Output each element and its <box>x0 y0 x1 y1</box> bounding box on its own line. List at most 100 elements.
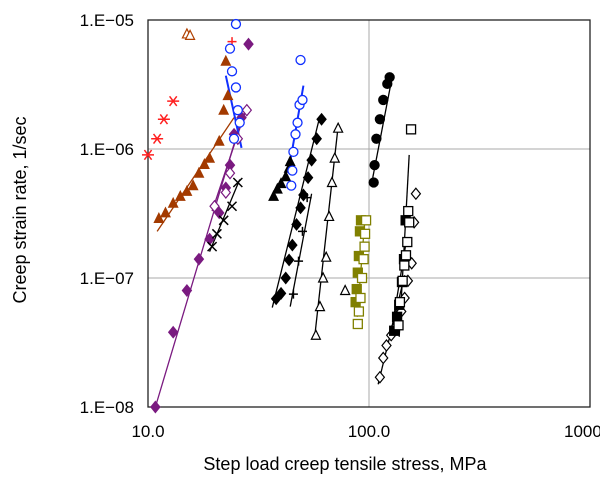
gridlines <box>148 20 590 407</box>
triangle-point <box>222 89 234 101</box>
diamond-point <box>295 201 306 215</box>
diamond-point <box>287 238 298 252</box>
x-tick-labels: 10.0 100.0 1000.0 <box>131 422 600 441</box>
diamond-point <box>167 325 179 339</box>
triangle-point <box>193 166 205 178</box>
circle-open-point <box>230 82 242 93</box>
square-open-point <box>402 236 413 248</box>
plot-frame <box>147 19 591 408</box>
triangle-open-point <box>326 176 338 188</box>
plus-point <box>297 226 307 236</box>
circle-open-point <box>228 133 240 144</box>
triangle-point <box>153 212 165 223</box>
diamond-open-point <box>220 186 232 199</box>
square-open-point <box>399 260 410 271</box>
square-open-point <box>352 318 363 330</box>
square-open-point <box>356 272 368 284</box>
square-open-point <box>403 205 414 217</box>
square-open-point <box>358 253 369 265</box>
triangle-point <box>181 184 193 196</box>
plus-point <box>288 289 298 299</box>
triangle-open-point <box>332 121 344 133</box>
diamond-point <box>280 271 292 285</box>
diamond-open-point <box>374 370 386 384</box>
diamond-point <box>306 153 317 167</box>
triangle-point <box>187 179 199 191</box>
circle-point <box>378 94 389 106</box>
triangle-open-point <box>184 29 196 40</box>
diamond-point <box>150 400 161 414</box>
y-tick-label: 1.E−06 <box>80 140 134 159</box>
diamond-open-point <box>410 187 422 201</box>
circle-open-point <box>297 94 308 106</box>
square-open-point <box>359 241 370 252</box>
square-open-point <box>400 250 412 261</box>
triangle-open-point <box>317 271 329 283</box>
circle-open-point <box>286 180 297 191</box>
diamond-point <box>243 37 254 51</box>
circle-point <box>368 177 379 188</box>
triangle-open-point <box>339 284 351 296</box>
square-point <box>351 283 362 295</box>
circle-open-point <box>224 43 236 54</box>
square-point <box>391 311 403 322</box>
square-open-point <box>404 217 415 228</box>
y-tick-label: 1.E−05 <box>80 11 134 30</box>
fit-line <box>289 193 313 307</box>
diamond-point <box>311 132 322 146</box>
square-open-point <box>353 306 365 317</box>
square-open-point <box>360 215 372 226</box>
circle-open-point <box>295 54 306 66</box>
x-tick-label: 10.0 <box>131 422 164 441</box>
plus-point <box>294 256 304 266</box>
triangle-point <box>167 196 179 208</box>
fit-line <box>271 115 321 308</box>
circle-open-point <box>226 66 238 77</box>
diamond-open-point <box>241 103 253 117</box>
diamond-open-point <box>381 339 392 352</box>
cross-point <box>218 215 229 226</box>
diamond-point <box>291 218 302 231</box>
triangle-point <box>280 170 292 182</box>
square-open-point <box>397 275 408 287</box>
triangle-open-point <box>314 300 326 312</box>
triangle-point <box>160 206 171 218</box>
square-open-point <box>355 292 366 304</box>
square-open-point <box>393 320 404 331</box>
y-tick-label: 1.E−08 <box>80 398 134 417</box>
triangle-open-point <box>329 151 341 163</box>
data-points <box>142 18 422 414</box>
triangle-point <box>204 151 216 163</box>
circle-point <box>369 159 380 171</box>
cross-point <box>232 177 243 188</box>
triangle-open-point <box>310 328 322 340</box>
circle-open-point <box>234 117 245 128</box>
circle-open-point <box>292 117 303 128</box>
diamond-open-point <box>224 166 236 180</box>
circle-open-point <box>287 165 298 176</box>
triangle-point <box>218 103 230 115</box>
triangle-point <box>213 134 225 146</box>
circle-open-point <box>288 146 299 158</box>
diamond-point <box>181 284 193 297</box>
star-point <box>157 114 170 125</box>
square-open-point <box>394 296 406 308</box>
square-open-point <box>359 228 371 239</box>
plus-point <box>302 193 312 203</box>
cross-point <box>226 201 238 212</box>
cross-point <box>211 228 222 239</box>
triangle-point <box>271 182 283 194</box>
circle-open-point <box>290 129 301 140</box>
triangle-open-point <box>320 250 332 262</box>
cross-point <box>207 241 218 252</box>
triangle-point <box>275 177 287 189</box>
diamond-point <box>316 112 327 126</box>
circle-point <box>371 133 382 144</box>
y-tick-label: 1.E−07 <box>80 269 134 288</box>
circle-open-point <box>232 105 243 116</box>
star-point <box>167 95 180 107</box>
x-tick-label: 100.0 <box>348 422 391 441</box>
diamond-point <box>275 286 287 300</box>
